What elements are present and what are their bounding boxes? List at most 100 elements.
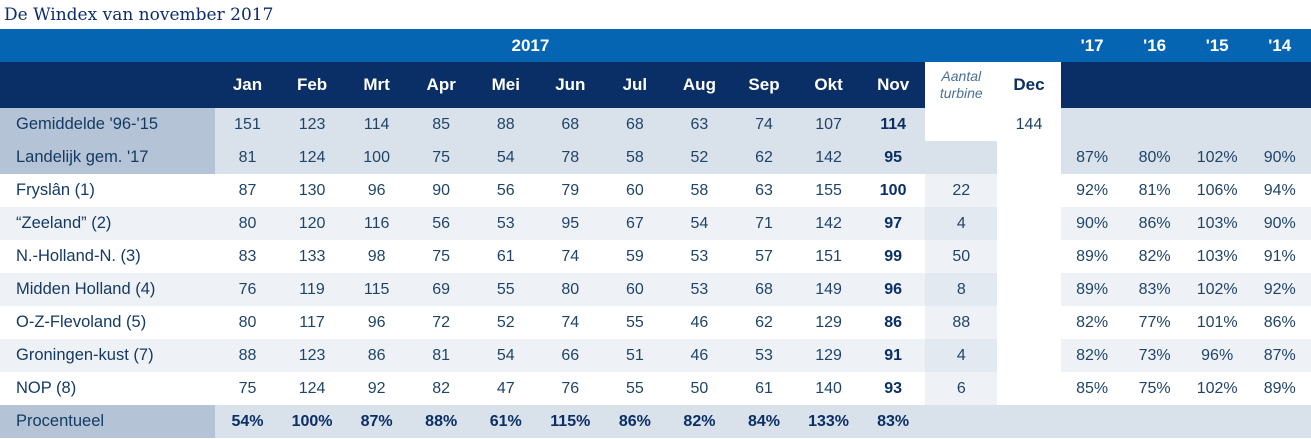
month-value: 58 [602,141,668,174]
table-body: Gemiddelde '96-'15 151 123 114 85 88 68 68 63 74 1… [0,108,1311,438]
month-value: 142 [796,141,861,174]
year-percentage: 89% [1248,372,1311,405]
year-percentage [1185,108,1249,141]
row-label: NOP (8) [0,372,216,405]
year-percentage: 103% [1185,240,1249,273]
month-value: 54 [667,207,732,240]
month-value: 76 [538,372,603,405]
month-value: 80 [215,306,280,339]
month-value: 53 [731,339,797,372]
row-label: Midden Holland (4) [0,273,216,306]
year-percentage: 102% [1185,273,1249,306]
year-percentage: 81% [1123,174,1186,207]
month-value: 66 [538,339,603,372]
table-row: “Zeeland” (2) 80 120 116 56 53 95 67 54 71 142 97 4 9… [0,207,1311,240]
dec-value [997,339,1061,372]
month-value: 55 [602,372,668,405]
month-value: 74 [538,240,603,273]
turbine-count: 4 [925,339,998,372]
month-value: 107 [796,108,861,141]
month-value: 69 [408,273,474,306]
year-header: 2017 [0,29,1061,62]
month-value: 59 [602,240,668,273]
month-header: Jan [215,62,280,108]
month-header: Mei [473,62,539,108]
pct-header-17: '17 [1060,29,1124,62]
year-percentage [1060,108,1124,141]
turbine-count [925,141,998,174]
dec-value [997,240,1061,273]
month-value: 142 [796,207,861,240]
procentueel-row: Procentueel 54% 100% 87% 88% 61% 115% 86% 82% 84%… [0,405,1311,438]
label-header [0,62,216,108]
month-value: 129 [796,306,861,339]
month-value: 123 [279,108,345,141]
month-value: 96 [344,306,409,339]
month-value: 124 [279,372,345,405]
month-value: 67 [602,207,668,240]
month-value: 76 [215,273,280,306]
month-value: 130 [279,174,345,207]
row-label: “Zeeland” (2) [0,207,216,240]
year-percentage: 106% [1185,174,1249,207]
month-value: 63 [731,174,797,207]
year-percentage: 96% [1185,339,1249,372]
month-value: 75 [215,372,280,405]
table-row: Landelijk gem. '17 81 124 100 75 54 78 58 52 62 14… [0,141,1311,174]
month-value: 85 [408,108,474,141]
month-value: 54 [473,339,539,372]
turbine-count: 8 [925,273,998,306]
year-percentage: 94% [1248,174,1311,207]
month-value: 55 [473,273,539,306]
monthly-percentage: 100% [279,405,345,438]
month-value: 100 [860,174,926,207]
dec-value [997,273,1061,306]
table-row: Groningen-kust (7) 88 123 86 81 54 66 51 46 53 129… [0,339,1311,372]
row-label: Procentueel [0,405,216,438]
monthly-percentage: 83% [860,405,926,438]
month-header: Nov [860,62,926,108]
month-value: 79 [538,174,603,207]
row-label: N.-Holland-N. (3) [0,240,216,273]
row-label: Groningen-kust (7) [0,339,216,372]
dec-value [997,174,1061,207]
dec-value [997,207,1061,240]
monthly-percentage: 61% [473,405,539,438]
table-row: Gemiddelde '96-'15 151 123 114 85 88 68 68 63 74 1… [0,108,1311,141]
dec-value [997,141,1061,174]
month-value: 116 [344,207,409,240]
month-value: 95 [860,141,926,174]
monthly-percentage: 87% [344,405,409,438]
month-value: 88 [215,339,280,372]
month-value: 51 [602,339,668,372]
month-value: 53 [667,273,732,306]
turbine-count: 6 [925,372,998,405]
year-percentage [1248,108,1311,141]
year-header-row: 2017 '17 '16 '15 '14 [0,29,1311,62]
month-header: Okt [796,62,861,108]
month-value: 47 [473,372,539,405]
month-value: 123 [279,339,345,372]
year-percentage: 85% [1060,372,1124,405]
month-value: 57 [731,240,797,273]
turbine-count: 4 [925,207,998,240]
year-percentage: 90% [1248,141,1311,174]
month-value: 62 [731,141,797,174]
month-value: 91 [860,339,926,372]
month-value: 61 [731,372,797,405]
pct-header-14: '14 [1248,29,1311,62]
empty-cell [997,405,1311,438]
month-value: 151 [215,108,280,141]
month-value: 87 [215,174,280,207]
year-percentage: 87% [1248,339,1311,372]
year-percentage: 82% [1060,306,1124,339]
month-value: 151 [796,240,861,273]
monthly-percentage: 86% [602,405,668,438]
month-header: Jul [602,62,668,108]
turbine-count: 50 [925,240,998,273]
year-percentage: 82% [1060,339,1124,372]
month-value: 124 [279,141,345,174]
month-value: 68 [731,273,797,306]
monthly-percentage: 84% [731,405,797,438]
table-row: Midden Holland (4) 76 119 115 69 55 80 60 53 68 14… [0,273,1311,306]
